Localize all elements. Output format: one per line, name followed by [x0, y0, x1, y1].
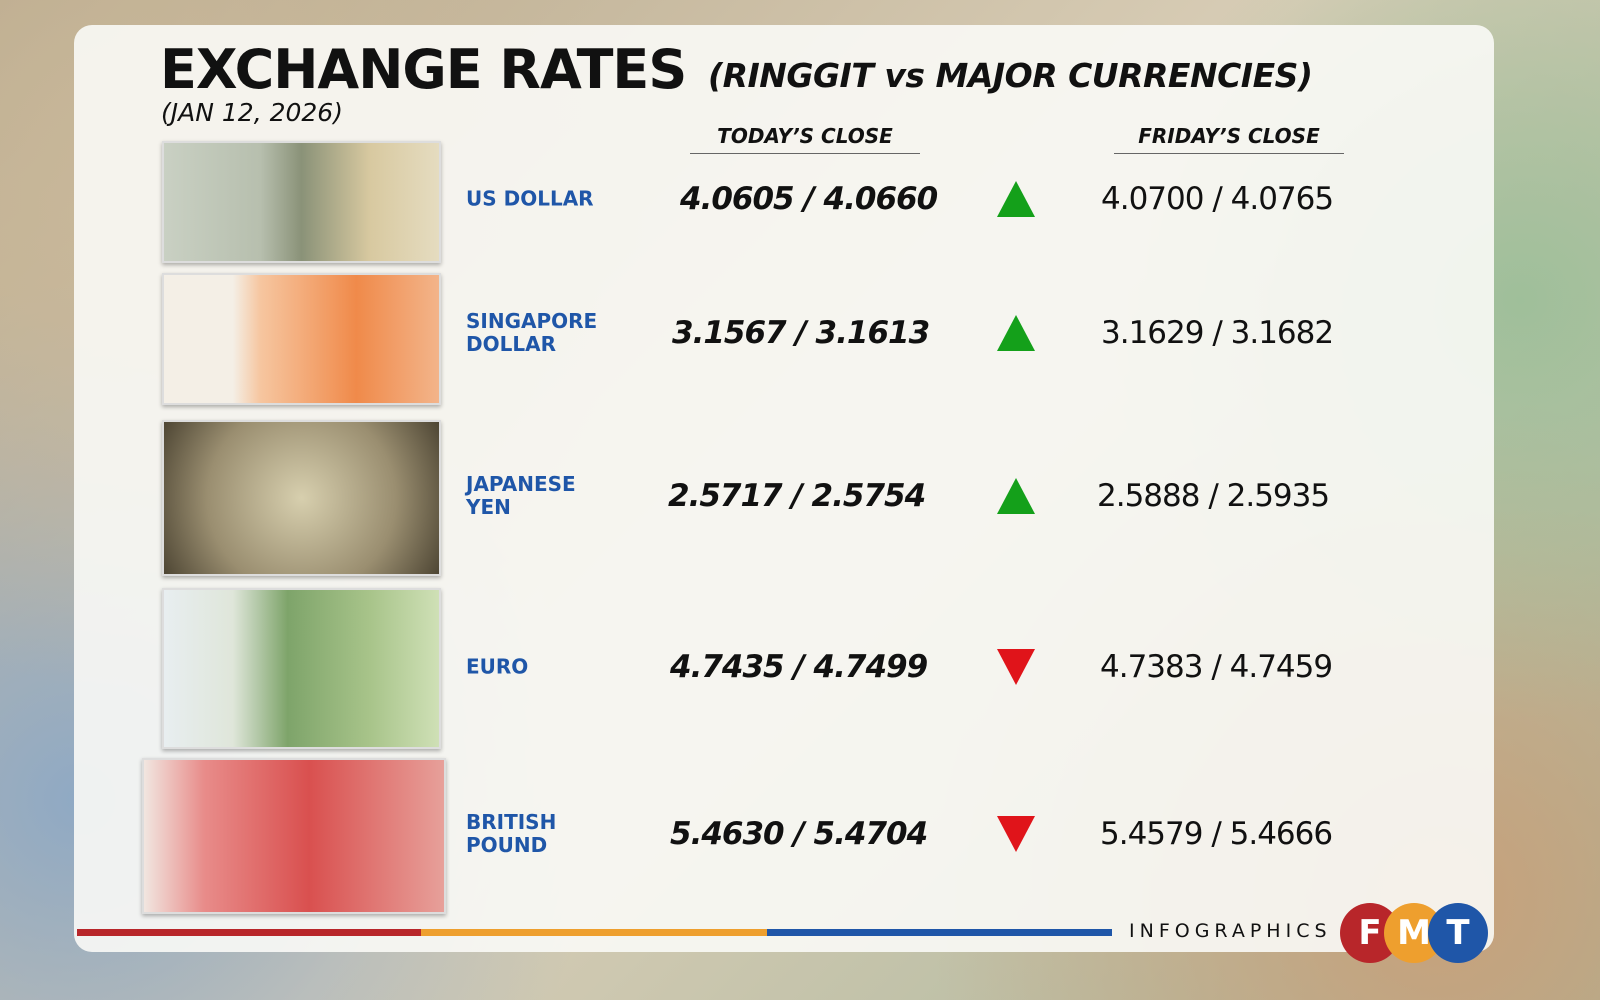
british-pound-banknote-image [142, 758, 446, 914]
friday-close-rate: 3.1629 / 3.1682 [1101, 315, 1334, 351]
currency-name: EURO [466, 654, 529, 679]
trend-up-arrow-icon [997, 315, 1035, 351]
footer-bar-red [77, 929, 421, 936]
currency-name: BRITISH POUND [466, 810, 557, 857]
today-close-rate: 2.5717 / 2.5754 [668, 478, 926, 514]
today-close-rate: 4.0605 / 4.0660 [680, 181, 938, 217]
infographics-label: INFOGRAPHICS [1129, 920, 1332, 942]
currency-name: JAPANESE YEN [466, 472, 576, 519]
column-header-today: TODAY’S CLOSE [690, 124, 920, 154]
today-close-rate: 3.1567 / 3.1613 [672, 315, 930, 351]
trend-up-arrow-icon [997, 181, 1035, 217]
singapore-dollar-banknote-image [162, 273, 441, 405]
today-close-rate: 4.7435 / 4.7499 [670, 649, 928, 685]
footer-bar-orange [421, 929, 767, 936]
date-label: (JAN 12, 2026) [161, 98, 343, 127]
japanese-yen-banknote-image [162, 420, 441, 576]
friday-close-rate: 4.7383 / 4.7459 [1100, 649, 1333, 685]
friday-close-rate: 4.0700 / 4.0765 [1101, 181, 1334, 217]
us-dollar-banknote-image [162, 141, 441, 263]
column-header-friday: FRIDAY’S CLOSE [1114, 124, 1344, 154]
trend-down-arrow-icon [997, 816, 1035, 852]
euro-banknote-image [162, 588, 441, 749]
footer-bar-blue [767, 929, 1112, 936]
currency-name: SINGAPORE DOLLAR [466, 309, 598, 356]
fmt-logo-t: T [1428, 903, 1488, 963]
page-title: EXCHANGE RATES [160, 38, 687, 101]
friday-close-rate: 5.4579 / 5.4666 [1100, 816, 1333, 852]
currency-name: US DOLLAR [466, 186, 594, 211]
trend-down-arrow-icon [997, 649, 1035, 685]
friday-close-rate: 2.5888 / 2.5935 [1097, 478, 1330, 514]
trend-up-arrow-icon [997, 478, 1035, 514]
today-close-rate: 5.4630 / 5.4704 [670, 816, 928, 852]
page-subtitle: (RINGGIT vs MAJOR CURRENCIES) [708, 56, 1313, 95]
